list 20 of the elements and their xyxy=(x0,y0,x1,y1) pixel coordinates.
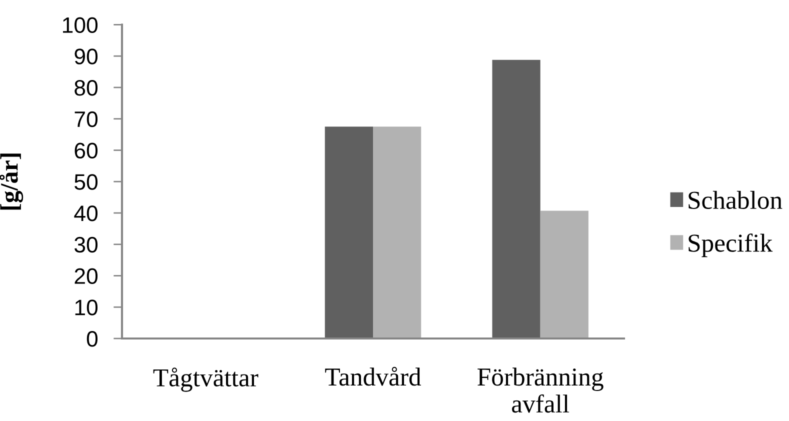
legend-label: Specifik xyxy=(688,234,773,258)
bar xyxy=(540,210,588,338)
y-tick-label: 80 xyxy=(74,80,98,96)
y-tick-label: 10 xyxy=(75,300,98,316)
x-tick-label: Tandvård xyxy=(325,366,422,386)
bar xyxy=(492,60,540,338)
y-tick-label: 50 xyxy=(74,174,98,190)
y-tick-label: 60 xyxy=(74,142,98,158)
legend-label: Schablon xyxy=(688,190,782,210)
y-tick-label: 90 xyxy=(74,48,98,64)
y-tick-label: 70 xyxy=(74,111,98,128)
y-tick-label: 20 xyxy=(74,268,98,284)
y-tick-label: 0 xyxy=(86,331,98,347)
x-tick-label: Förbränning avfall xyxy=(478,368,604,413)
bar xyxy=(324,126,373,338)
y-tick-label: 100 xyxy=(63,17,98,33)
y-tick-label: 30 xyxy=(74,236,98,253)
y-tick-label: 40 xyxy=(74,206,98,222)
x-tick-label: Tågtvättar xyxy=(153,368,258,392)
bar xyxy=(373,126,422,338)
